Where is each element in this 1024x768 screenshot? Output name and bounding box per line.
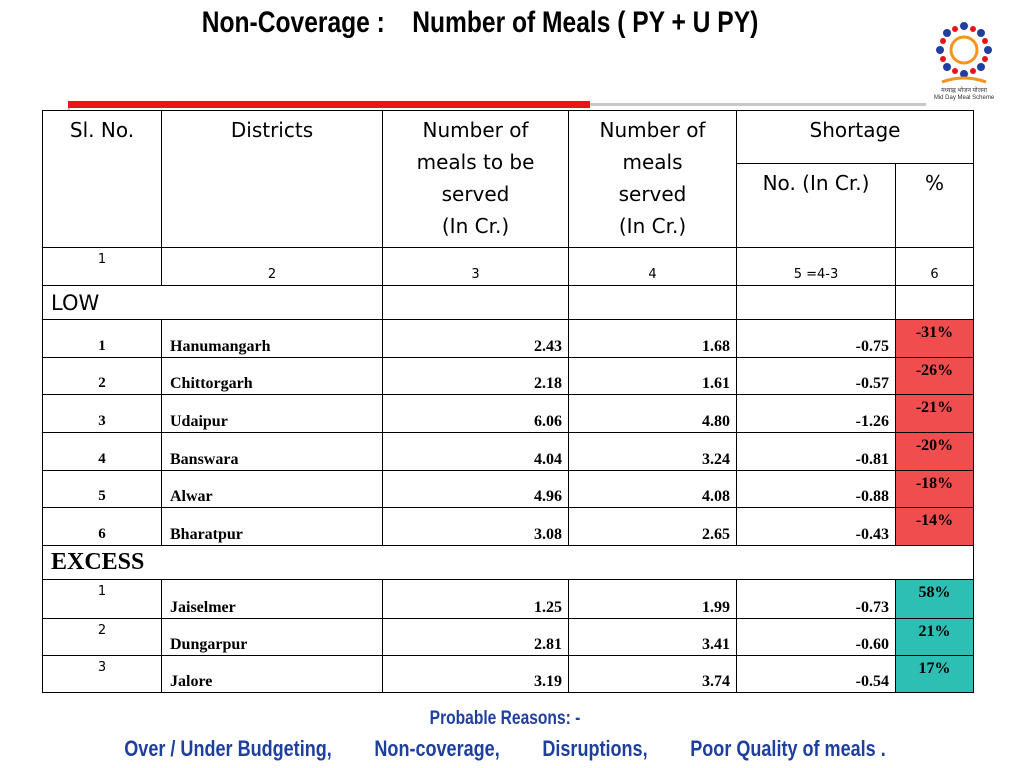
shortage-cell: -0.75 bbox=[736, 319, 896, 358]
to-be-served-cell: 2.43 bbox=[382, 319, 569, 358]
shortage-pct-cell: -18% bbox=[895, 470, 974, 508]
section-excess-row: EXCESS bbox=[42, 545, 974, 580]
reason-item: Poor Quality of meals . bbox=[690, 736, 886, 761]
table-row: 3 Jalore 3.19 3.74 -0.54 17% bbox=[42, 655, 974, 693]
shortage-cell: -0.54 bbox=[736, 655, 896, 693]
sl-no-cell: 3 bbox=[42, 655, 162, 693]
column-index: 5 =4-3 bbox=[736, 247, 896, 286]
shortage-pct-cell: 58% bbox=[895, 579, 974, 619]
district-cell: Alwar bbox=[161, 470, 383, 508]
header-shortage: Shortage bbox=[736, 110, 974, 164]
to-be-served-cell: 2.81 bbox=[382, 618, 569, 656]
district-cell: Banswara bbox=[161, 432, 383, 471]
to-be-served-cell: 4.96 bbox=[382, 470, 569, 508]
district-cell: Bharatpur bbox=[161, 507, 383, 546]
section-low-row: LOW bbox=[42, 285, 974, 320]
sl-no-cell: 1 bbox=[42, 579, 162, 619]
header-shortage-no: No. (In Cr.) bbox=[736, 163, 896, 248]
shortage-cell: -0.57 bbox=[736, 357, 896, 395]
shortage-cell: -0.81 bbox=[736, 432, 896, 471]
header-shortage-pct: % bbox=[895, 163, 974, 248]
logo-ring-icon bbox=[936, 22, 992, 84]
to-be-served-cell: 6.06 bbox=[382, 394, 569, 433]
served-cell: 1.61 bbox=[568, 357, 737, 395]
served-cell: 3.24 bbox=[568, 432, 737, 471]
table-row: 4 Banswara 4.04 3.24 -0.81 -20% bbox=[42, 432, 974, 471]
served-cell: 4.08 bbox=[568, 470, 737, 508]
reasons-title: Probable Reasons: - bbox=[429, 708, 581, 729]
shortage-pct-cell: -14% bbox=[895, 507, 974, 546]
sl-no-cell: 2 bbox=[42, 618, 162, 656]
served-cell: 1.68 bbox=[568, 319, 737, 358]
header-meals-served: Number of meals served (In Cr.) bbox=[568, 110, 737, 248]
table-row: 1 Jaiselmer 1.25 1.99 -0.73 58% bbox=[42, 579, 974, 619]
sl-no-cell: 2 bbox=[42, 357, 162, 395]
served-cell: 3.74 bbox=[568, 655, 737, 693]
shortage-pct-cell: 21% bbox=[895, 618, 974, 656]
reasons-list: Over / Under Budgeting, Non-coverage, Disr… bbox=[91, 736, 919, 762]
reason-item: Non-coverage, bbox=[374, 736, 500, 761]
district-cell: Dungarpur bbox=[161, 618, 383, 656]
table-row: 3 Udaipur 6.06 4.80 -1.26 -21% bbox=[42, 394, 974, 433]
non-coverage-table: Sl. No. Districts Number of meals to be … bbox=[42, 110, 974, 693]
header-sl-no: Sl. No. bbox=[42, 110, 162, 248]
logo-caption-english: Mid Day Meal Scheme bbox=[933, 95, 995, 101]
shortage-pct-cell: -20% bbox=[895, 432, 974, 471]
column-index: 6 bbox=[895, 247, 974, 286]
shortage-cell: -1.26 bbox=[736, 394, 896, 433]
district-cell: Hanumangarh bbox=[161, 319, 383, 358]
to-be-served-cell: 3.08 bbox=[382, 507, 569, 546]
to-be-served-cell: 2.18 bbox=[382, 357, 569, 395]
header-districts: Districts bbox=[161, 110, 383, 248]
district-cell: Jaiselmer bbox=[161, 579, 383, 619]
title-underline-red bbox=[68, 101, 590, 108]
district-cell: Jalore bbox=[161, 655, 383, 693]
served-cell: 4.80 bbox=[568, 394, 737, 433]
sl-no-cell: 6 bbox=[42, 507, 162, 546]
column-index: 4 bbox=[568, 247, 737, 286]
served-cell: 3.41 bbox=[568, 618, 737, 656]
table-row: 1 Hanumangarh 2.43 1.68 -0.75 -31% bbox=[42, 319, 974, 358]
title-underline-grey bbox=[590, 103, 926, 106]
shortage-pct-cell: -31% bbox=[895, 319, 974, 358]
logo-caption-hindi: मध्याह्न भोजन योजना bbox=[941, 88, 987, 94]
column-index: 2 bbox=[161, 247, 383, 286]
table-row: 5 Alwar 4.96 4.08 -0.88 -18% bbox=[42, 470, 974, 508]
to-be-served-cell: 3.19 bbox=[382, 655, 569, 693]
shortage-pct-cell: -26% bbox=[895, 357, 974, 395]
served-cell: 1.99 bbox=[568, 579, 737, 619]
section-label-excess: EXCESS bbox=[42, 545, 974, 580]
table-row: 6 Bharatpur 3.08 2.65 -0.43 -14% bbox=[42, 507, 974, 546]
page-title: Non-Coverage : Number of Meals ( PY + U … bbox=[201, 6, 759, 39]
column-index-row: 1 2 3 4 5 =4-3 6 bbox=[42, 247, 974, 286]
to-be-served-cell: 4.04 bbox=[382, 432, 569, 471]
sl-no-cell: 1 bbox=[42, 319, 162, 358]
mid-day-meal-logo bbox=[928, 16, 1000, 102]
served-cell: 2.65 bbox=[568, 507, 737, 546]
table-row: 2 Dungarpur 2.81 3.41 -0.60 21% bbox=[42, 618, 974, 656]
sl-no-cell: 3 bbox=[42, 394, 162, 433]
shortage-cell: -0.73 bbox=[736, 579, 896, 619]
shortage-pct-cell: -21% bbox=[895, 394, 974, 433]
shortage-cell: -0.43 bbox=[736, 507, 896, 546]
sl-no-cell: 4 bbox=[42, 432, 162, 471]
to-be-served-cell: 1.25 bbox=[382, 579, 569, 619]
shortage-cell: -0.88 bbox=[736, 470, 896, 508]
section-label-low: LOW bbox=[42, 285, 383, 320]
district-cell: Chittorgarh bbox=[161, 357, 383, 395]
sl-no-cell: 5 bbox=[42, 470, 162, 508]
column-index: 3 bbox=[382, 247, 569, 286]
shortage-pct-cell: 17% bbox=[895, 655, 974, 693]
logo-caption: मध्याह्न भोजन योजना Mid Day Meal Scheme bbox=[924, 88, 1004, 102]
reason-item: Over / Under Budgeting, bbox=[124, 736, 332, 761]
reason-item: Disruptions, bbox=[542, 736, 648, 761]
shortage-cell: -0.60 bbox=[736, 618, 896, 656]
table-row: 2 Chittorgarh 2.18 1.61 -0.57 -26% bbox=[42, 357, 974, 395]
column-index: 1 bbox=[42, 247, 162, 286]
header-meals-to-be-served: Number of meals to be served (In Cr.) bbox=[382, 110, 569, 248]
district-cell: Udaipur bbox=[161, 394, 383, 433]
